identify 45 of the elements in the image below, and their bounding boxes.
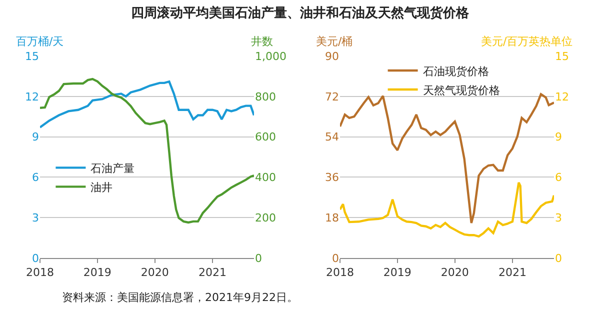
line-series [40, 80, 254, 128]
y-tick-label: 54 [325, 130, 339, 144]
y2-axis-title: 美元/百万英热单位 [481, 35, 573, 48]
y2-tick-label: 12 [555, 90, 569, 104]
y-tick-label: 36 [325, 171, 339, 184]
x-tick-label: 2019 [83, 266, 112, 280]
legend-label: 石油现货价格 [422, 64, 489, 78]
y2-tick-label: 9 [555, 130, 562, 144]
y-axis-title: 百万桶/天 [16, 35, 64, 48]
y2-tick-label: 400 [255, 171, 276, 184]
y2-tick-label: 6 [555, 171, 562, 184]
y-tick-label: 12 [25, 90, 39, 104]
y-tick-label: 15 [25, 50, 39, 63]
y-tick-label: 9 [32, 130, 39, 144]
x-tick-label: 2020 [440, 266, 469, 280]
text: 四周滚动平均美国石油产量、油井和石油及天然气现货价格 [130, 4, 470, 22]
legend-label: 天然气现货价格 [422, 84, 500, 97]
x-tick-label: 2020 [140, 266, 169, 280]
legend-label: 油井 [90, 180, 113, 194]
y2-tick-label: 600 [255, 130, 276, 144]
y2-tick-label: 3 [555, 211, 562, 224]
y-tick-label: 3 [32, 211, 39, 224]
y-tick-label: 6 [32, 171, 39, 184]
y2-tick-label: 200 [255, 211, 276, 224]
y2-tick-label: 0 [555, 252, 562, 265]
y-axis-title: 美元/桶 [316, 35, 353, 48]
y-tick-label: 0 [32, 252, 39, 265]
y-tick-label: 18 [325, 211, 339, 224]
y-tick-label: 90 [325, 50, 339, 63]
y-tick-label: 0 [332, 252, 339, 265]
x-tick-label: 2018 [326, 266, 354, 280]
x-tick-label: 2018 [26, 266, 54, 280]
x-tick-label: 2021 [498, 266, 526, 280]
text: 资料来源：美国能源信息署，2021年9月22日。 [62, 290, 298, 305]
x-tick-label: 2021 [198, 266, 226, 280]
legend-label: 石油产量 [90, 162, 135, 175]
y2-axis-title: 井数 [251, 35, 273, 48]
y2-tick-label: 0 [255, 252, 262, 265]
x-tick-label: 2019 [383, 266, 412, 280]
line-series [340, 181, 554, 238]
y2-tick-label: 1,000 [255, 50, 286, 63]
y2-tick-label: 800 [255, 90, 276, 104]
line-series [40, 78, 254, 224]
y2-tick-label: 15 [555, 50, 569, 63]
y-tick-label: 72 [325, 90, 339, 104]
